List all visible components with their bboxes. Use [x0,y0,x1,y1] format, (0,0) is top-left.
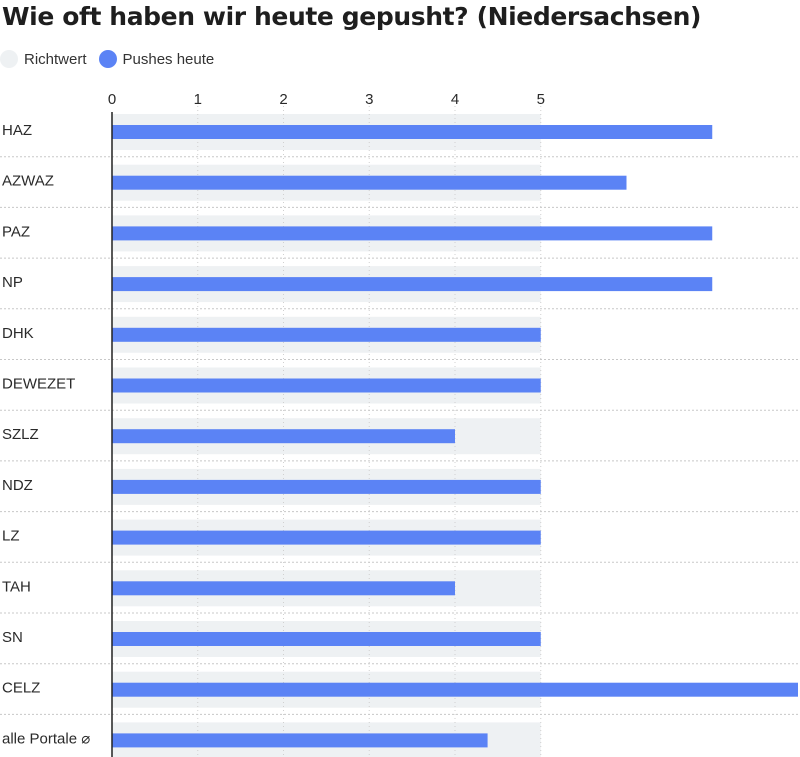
category-label: SZLZ [2,426,39,443]
chart-title: Wie oft haben wir heute gepusht? (Nieder… [2,2,702,31]
actual-bar [112,682,798,697]
actual-bar [112,175,627,190]
legend-label-target: Richtwert [24,50,87,68]
category-label: NP [2,274,23,291]
x-tick-label: 3 [365,91,373,108]
category-label: SN [2,629,23,646]
category-label: NDZ [2,477,33,494]
category-label: PAZ [2,223,30,240]
category-label: LZ [2,528,20,545]
actual-bar [112,125,713,139]
legend-label-actual: Pushes heute [122,50,215,68]
legend-swatch-actual [98,50,117,68]
category-label: TAH [2,578,31,595]
actual-bar [112,530,541,545]
category-label: alle Portale ⌀ [2,730,90,747]
actual-bar [112,226,713,241]
legend-item-target: Richtwert [0,50,87,68]
x-tick-label: 1 [194,91,202,108]
category-label: HAZ [2,122,32,139]
x-tick-label: 5 [537,91,545,108]
category-label: DEWEZET [2,376,75,393]
legend-swatch-target [0,50,18,68]
actual-bar [112,429,455,444]
category-label: DHK [2,325,34,342]
actual-bar [112,277,713,292]
actual-bar [112,733,488,748]
legend: Richtwert Pushes heute [0,50,226,68]
actual-bar [112,378,541,393]
x-tick-label: 4 [451,91,459,108]
category-label: CELZ [2,680,40,697]
category-label: AZWAZ [2,173,54,190]
actual-bar [112,632,541,646]
x-tick-label: 2 [279,91,287,108]
legend-item-actual: Pushes heute [98,50,215,68]
actual-bar [112,581,455,596]
actual-bar [112,479,541,494]
x-tick-label: 0 [108,91,116,108]
actual-bar [112,327,541,342]
